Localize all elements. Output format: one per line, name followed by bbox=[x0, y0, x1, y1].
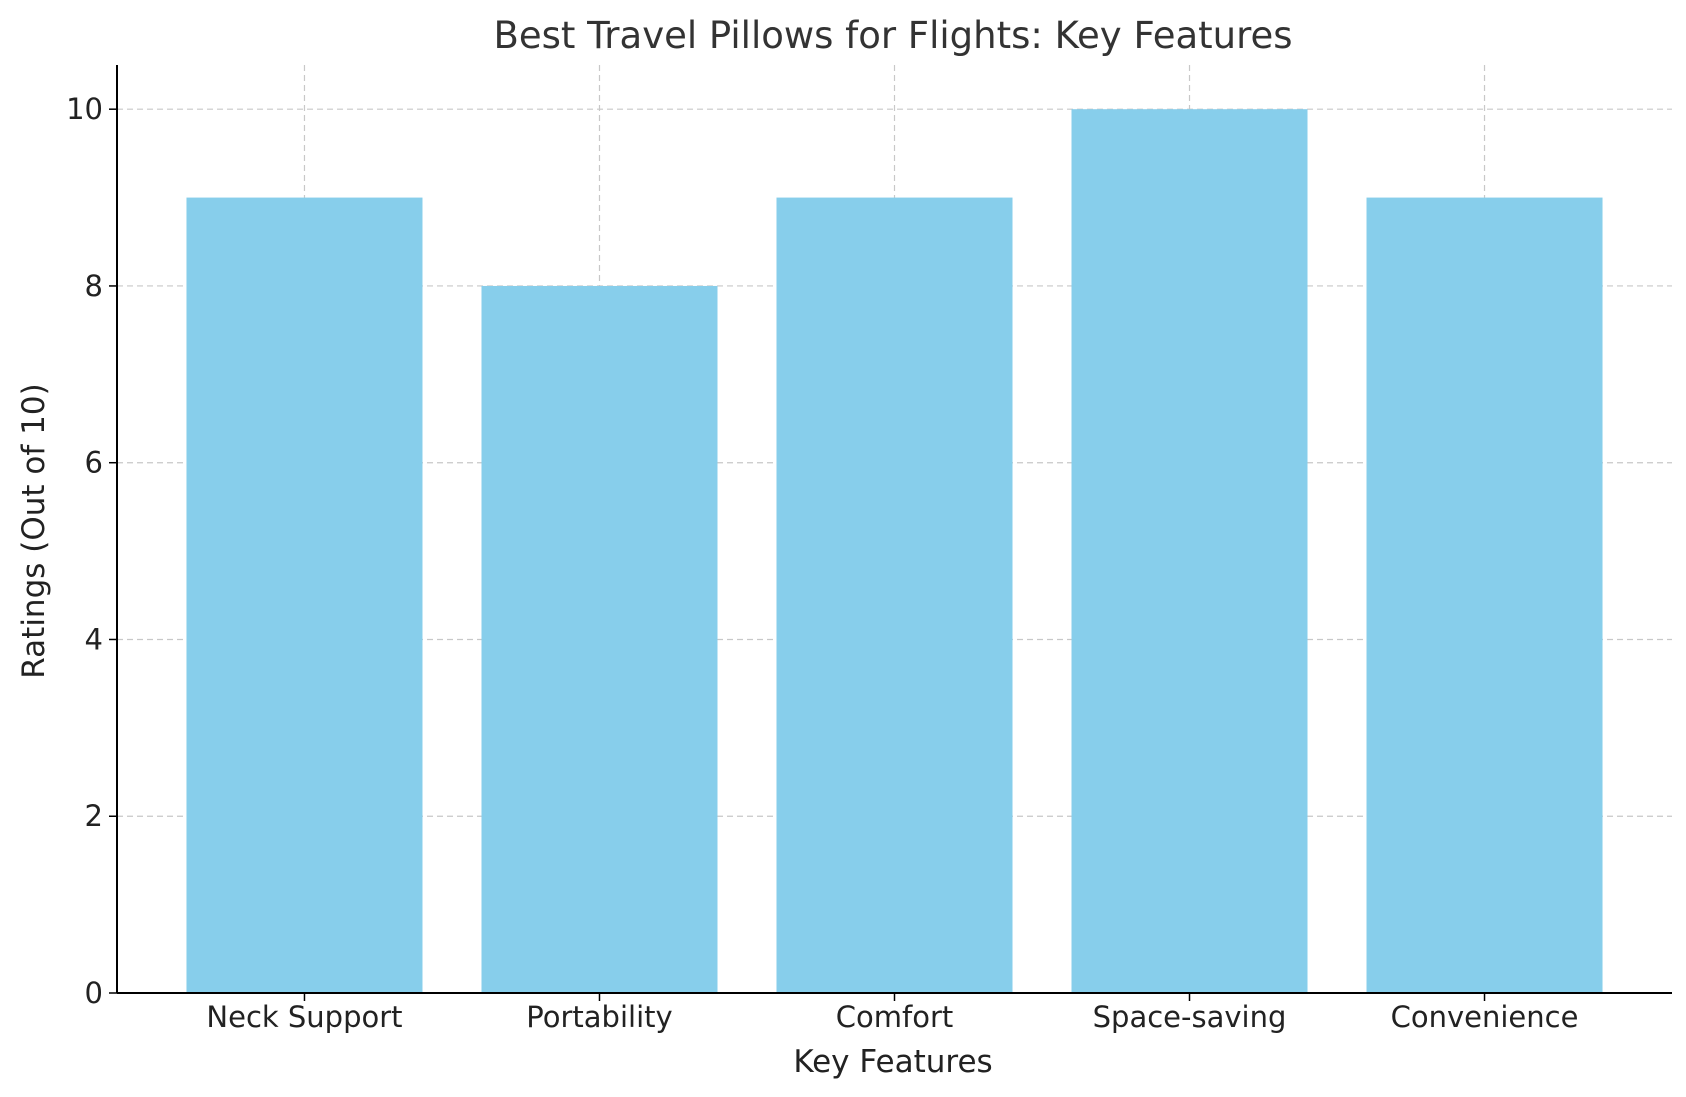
bar-neck-support bbox=[186, 197, 423, 994]
y-axis-label: Ratings (Out of 10) bbox=[16, 383, 52, 678]
bar-convenience bbox=[1366, 197, 1603, 994]
bars bbox=[186, 109, 1603, 994]
x-axis-label: Key Features bbox=[793, 1044, 992, 1080]
x-tick-label: Space-saving bbox=[1093, 1000, 1287, 1034]
bar-comfort bbox=[776, 197, 1013, 994]
x-tick-label: Comfort bbox=[836, 1000, 954, 1034]
y-tick-label: 4 bbox=[85, 622, 103, 656]
x-tick-label: Neck Support bbox=[206, 1000, 402, 1034]
y-tick-label: 10 bbox=[66, 92, 103, 126]
x-tick-label: Convenience bbox=[1391, 1000, 1579, 1034]
x-tick-label: Portability bbox=[526, 1000, 672, 1034]
bar-portability bbox=[481, 285, 718, 993]
y-tick-label: 2 bbox=[85, 799, 103, 833]
tick-labels: 0 2 4 6 8 10 Neck Support Portability Comfort Spa… bbox=[66, 92, 1578, 1034]
bar-space-saving bbox=[1071, 109, 1308, 993]
y-tick-label: 8 bbox=[85, 269, 103, 303]
chart-title: Best Travel Pillows for Flights: Key Fea… bbox=[493, 14, 1292, 57]
y-tick-label: 0 bbox=[85, 976, 103, 1010]
y-tick-label: 6 bbox=[85, 446, 103, 480]
